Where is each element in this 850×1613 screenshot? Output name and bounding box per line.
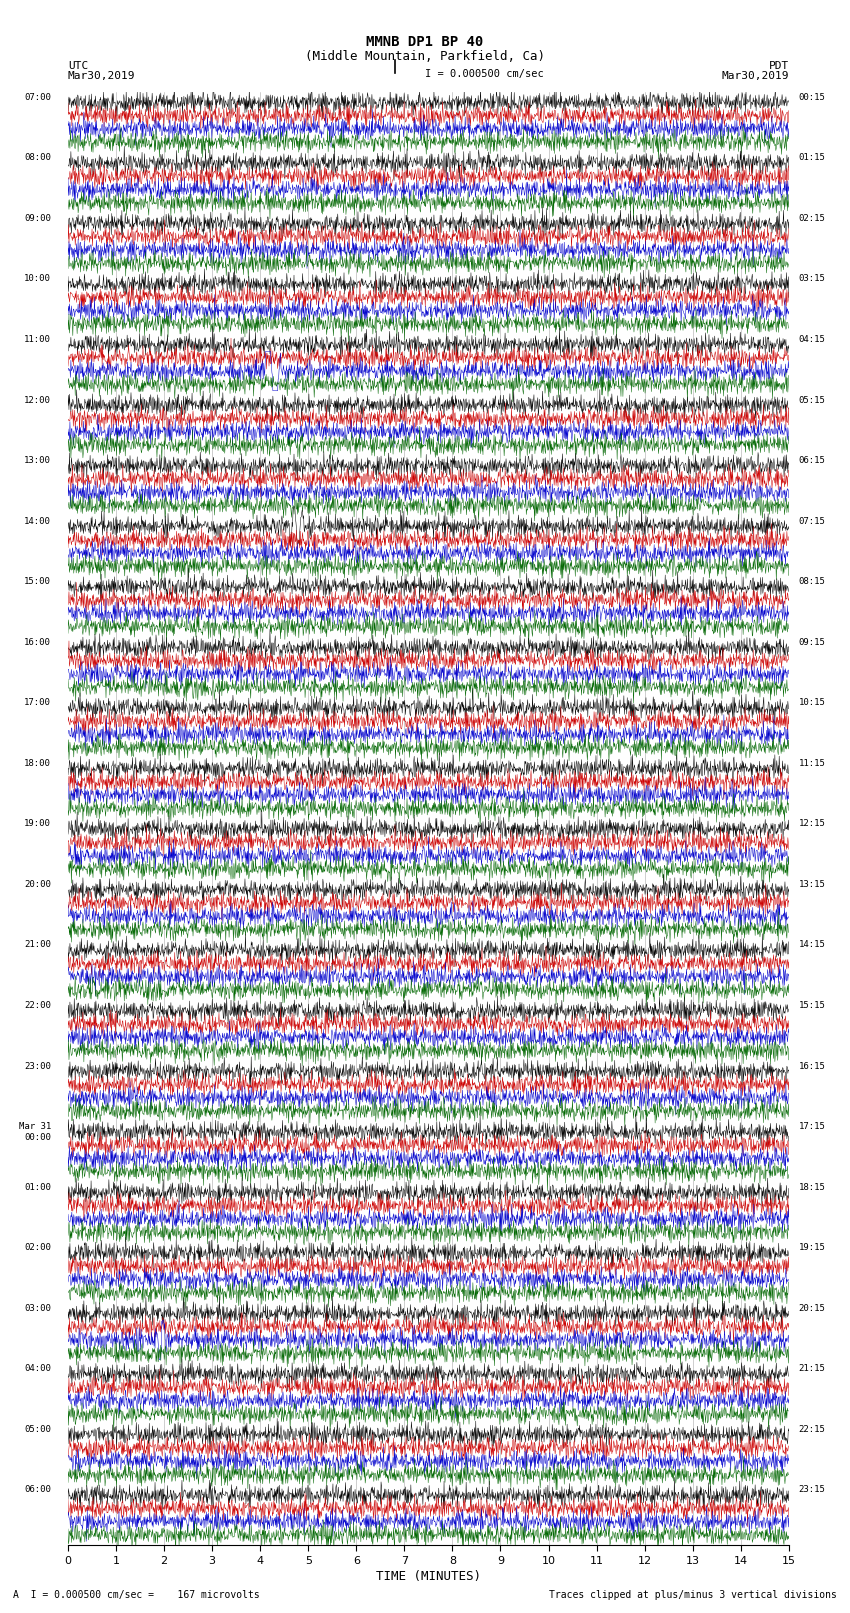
Text: 00:15: 00:15 bbox=[798, 92, 825, 102]
Text: 09:00: 09:00 bbox=[25, 215, 51, 223]
Text: Mar30,2019: Mar30,2019 bbox=[68, 71, 135, 81]
Text: MMNB DP1 BP 40: MMNB DP1 BP 40 bbox=[366, 35, 484, 50]
Text: 15:00: 15:00 bbox=[25, 577, 51, 586]
Text: PDT: PDT bbox=[768, 61, 789, 71]
Text: 22:00: 22:00 bbox=[25, 1002, 51, 1010]
Text: 07:00: 07:00 bbox=[25, 92, 51, 102]
Text: (Middle Mountain, Parkfield, Ca): (Middle Mountain, Parkfield, Ca) bbox=[305, 50, 545, 63]
Text: 18:00: 18:00 bbox=[25, 758, 51, 768]
Text: 04:00: 04:00 bbox=[25, 1365, 51, 1373]
Text: 10:00: 10:00 bbox=[25, 274, 51, 284]
Text: 11:15: 11:15 bbox=[798, 758, 825, 768]
Text: 13:15: 13:15 bbox=[798, 881, 825, 889]
Text: 01:15: 01:15 bbox=[798, 153, 825, 163]
Text: 08:15: 08:15 bbox=[798, 577, 825, 586]
Text: 19:00: 19:00 bbox=[25, 819, 51, 829]
Text: 05:15: 05:15 bbox=[798, 395, 825, 405]
Text: 03:00: 03:00 bbox=[25, 1303, 51, 1313]
Text: 07:15: 07:15 bbox=[798, 516, 825, 526]
Text: 12:00: 12:00 bbox=[25, 395, 51, 405]
Text: 10:15: 10:15 bbox=[798, 698, 825, 706]
Text: Mar 31
00:00: Mar 31 00:00 bbox=[19, 1123, 51, 1142]
Text: 15:15: 15:15 bbox=[798, 1002, 825, 1010]
Text: 02:15: 02:15 bbox=[798, 215, 825, 223]
Text: 23:15: 23:15 bbox=[798, 1486, 825, 1495]
Text: 22:15: 22:15 bbox=[798, 1424, 825, 1434]
Text: 14:15: 14:15 bbox=[798, 940, 825, 950]
Text: A  I = 0.000500 cm/sec =    167 microvolts: A I = 0.000500 cm/sec = 167 microvolts bbox=[13, 1590, 259, 1600]
Text: 21:00: 21:00 bbox=[25, 940, 51, 950]
Text: 14:00: 14:00 bbox=[25, 516, 51, 526]
Text: 09:15: 09:15 bbox=[798, 637, 825, 647]
Text: 08:00: 08:00 bbox=[25, 153, 51, 163]
Text: 06:15: 06:15 bbox=[798, 456, 825, 465]
Text: 02:00: 02:00 bbox=[25, 1244, 51, 1252]
Text: 05:00: 05:00 bbox=[25, 1424, 51, 1434]
Text: 13:00: 13:00 bbox=[25, 456, 51, 465]
Text: 06:00: 06:00 bbox=[25, 1486, 51, 1495]
Text: 20:00: 20:00 bbox=[25, 881, 51, 889]
Text: 03:15: 03:15 bbox=[798, 274, 825, 284]
Text: 19:15: 19:15 bbox=[798, 1244, 825, 1252]
Text: 04:15: 04:15 bbox=[798, 336, 825, 344]
Text: I = 0.000500 cm/sec: I = 0.000500 cm/sec bbox=[425, 69, 544, 79]
Text: 01:00: 01:00 bbox=[25, 1182, 51, 1192]
Text: 21:15: 21:15 bbox=[798, 1365, 825, 1373]
Text: 23:00: 23:00 bbox=[25, 1061, 51, 1071]
Text: 16:15: 16:15 bbox=[798, 1061, 825, 1071]
Text: 16:00: 16:00 bbox=[25, 637, 51, 647]
Text: Traces clipped at plus/minus 3 vertical divisions: Traces clipped at plus/minus 3 vertical … bbox=[549, 1590, 837, 1600]
Text: 12:15: 12:15 bbox=[798, 819, 825, 829]
Text: 11:00: 11:00 bbox=[25, 336, 51, 344]
X-axis label: TIME (MINUTES): TIME (MINUTES) bbox=[376, 1569, 481, 1582]
Text: 17:15: 17:15 bbox=[798, 1123, 825, 1131]
Text: UTC: UTC bbox=[68, 61, 88, 71]
Text: 20:15: 20:15 bbox=[798, 1303, 825, 1313]
Text: 18:15: 18:15 bbox=[798, 1182, 825, 1192]
Text: 17:00: 17:00 bbox=[25, 698, 51, 706]
Text: Mar30,2019: Mar30,2019 bbox=[722, 71, 789, 81]
